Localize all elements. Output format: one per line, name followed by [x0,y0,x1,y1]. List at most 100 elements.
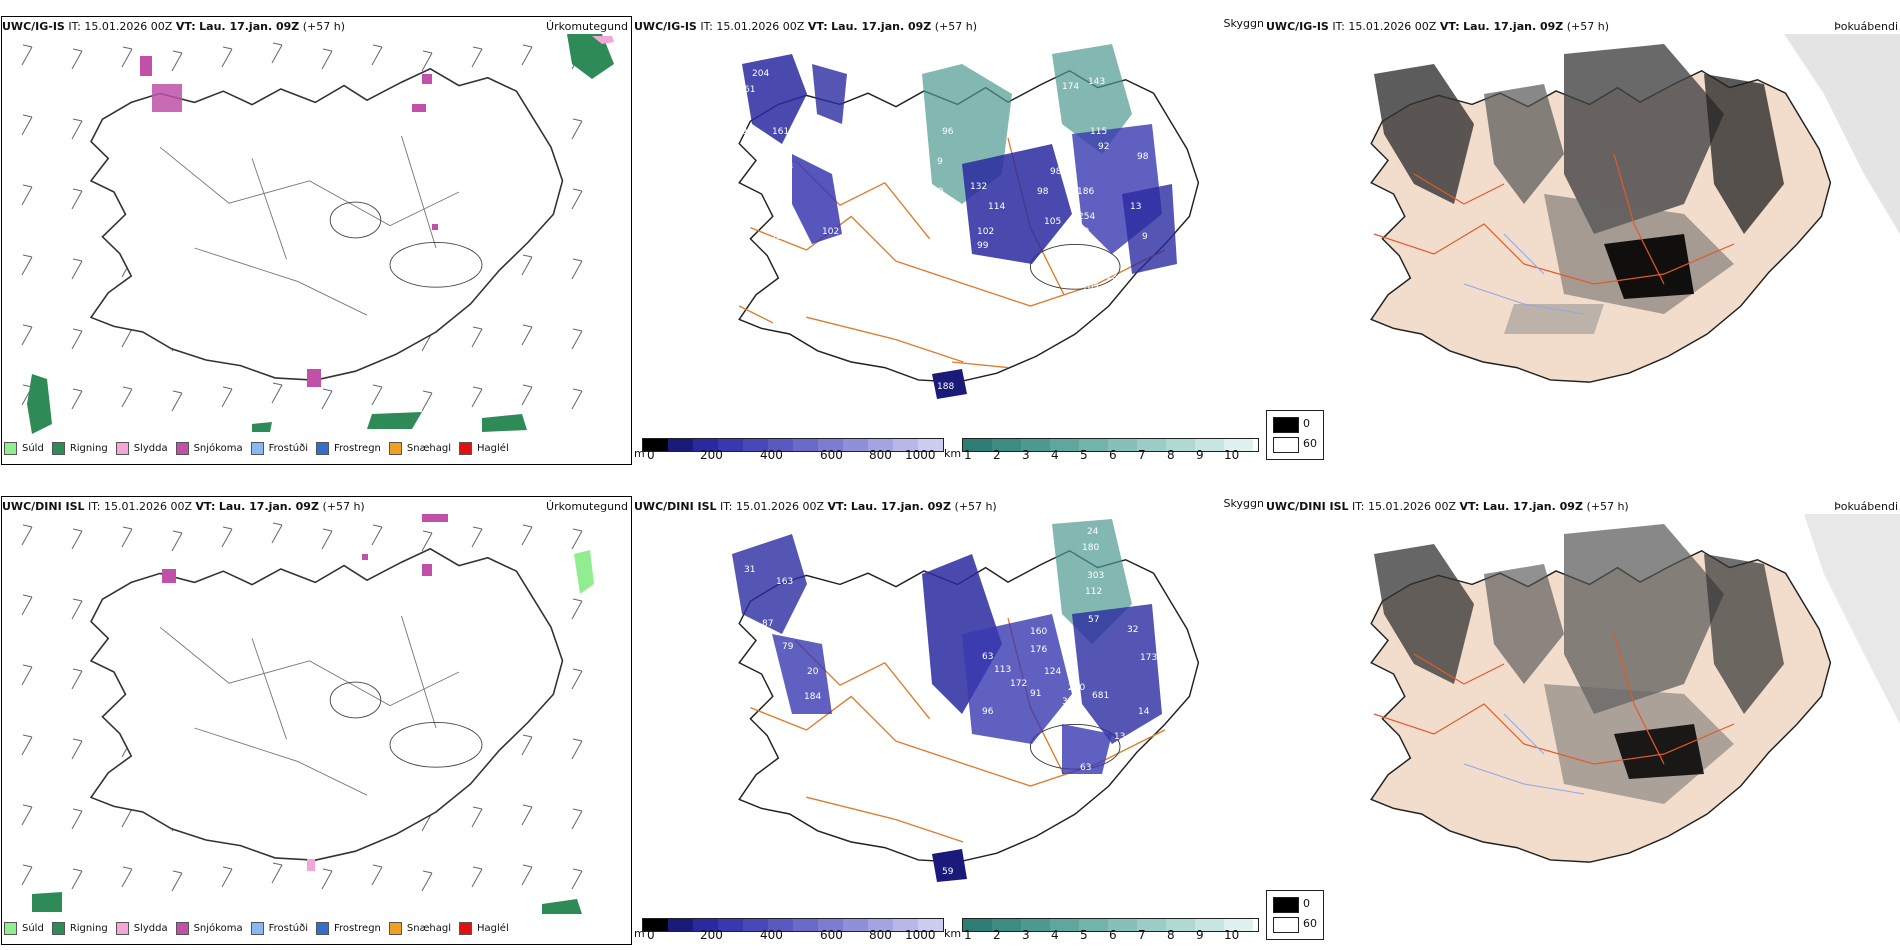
fog-legend-label: 0 [1303,417,1310,430]
colorbar-segment [793,439,818,451]
ceiling-value: 13 [1114,732,1125,742]
ceiling-value: 361 [1062,697,1079,707]
panel-title: UWC/IG-IS IT: 15.01.2026 00Z VT: Lau. 17… [1266,20,1610,33]
colorbar-segment [693,919,718,931]
legend-swatch [459,441,473,455]
colorbar-segment [992,439,1021,451]
colorbar-tick: 3 [1022,928,1030,942]
colorbar-segment [1137,439,1166,451]
legend-item-snjokoma: Snjókoma [175,921,243,935]
fog-legend-label: 60 [1303,437,1317,450]
colorbar-segment [1166,439,1195,451]
ceiling-value: 98 [1037,187,1049,197]
ceiling-visibility-panel: UWC/IG-IS IT: 15.01.2026 00Z VT: Lau. 17… [632,0,1264,470]
rain-patches [27,34,614,434]
colorbar-tick: 0 [647,448,655,462]
panel-type-label: Úrkomutegund [546,20,628,33]
colorbar-tick: 9 [1196,928,1204,942]
ceiling-value: 96 [942,127,954,137]
colorbar-tick: 7 [1138,928,1146,942]
ceiling-value: 160 [1030,627,1047,637]
legend-item-frostudi: Frostúði [250,921,308,935]
precip-type-panel: UWC/DINI ISL IT: 15.01.2026 00Z VT: Lau.… [0,480,632,950]
ceiling-value: 20 [807,667,819,677]
ceiling-value: 61 [744,85,755,95]
ceiling-value: 122 [1032,102,1049,112]
legend-item-snaehagl: Snæhagl [388,441,451,455]
colorbar-tick: 7 [1138,448,1146,462]
visibility-colorbar [962,918,1259,932]
colorbar-tick: 1000 [905,928,936,942]
colorbar-segment [1050,919,1079,931]
colorbar-tick: 6 [1109,448,1117,462]
legend-swatch [316,441,329,455]
ceiling-value: 13 [1106,272,1117,282]
ceiling-value: 103 [894,567,911,577]
forecast-row-dini-isl: UWC/DINI ISL IT: 15.01.2026 00Z VT: Lau.… [0,480,1900,950]
ceiling-value: 124 [1044,667,1061,677]
legend-swatch [175,921,189,935]
colorbar-tick: 1 [964,928,972,942]
ceiling-unit: m [634,447,645,460]
ceiling-labels: 31 163 20 87 79 20 184 103 63 113 96 172… [728,527,1157,877]
ceiling-value: 113 [994,665,1011,675]
precip-map [21,34,614,434]
panel-type-label: Þokuábendi [1834,20,1898,33]
ceiling-labels: 204 61 109 161 243 85 102 39 96 9 89 132… [730,69,1149,392]
colorbar-tick: 600 [820,928,843,942]
ceiling-colorbar [642,918,944,932]
colorbar-segment [643,439,668,451]
fog-legend-swatch [1273,917,1299,933]
colorbar-tick: 600 [820,448,843,462]
ceiling-map: 31 163 20 87 79 20 184 103 63 113 96 172… [728,519,1200,882]
ceiling-value: 63 [1080,763,1091,773]
ceiling-value: 96 [982,707,994,717]
ceiling-value: 98 [1050,167,1062,177]
legend-swatch [459,921,473,935]
fog-field [1374,44,1784,334]
colorbar-segment [768,439,793,451]
ceiling-value: 79 [782,642,794,652]
legend-item-rigning: Rigning [51,441,108,455]
colorbar-segment [818,439,843,451]
colorbar-tick: 10 [1224,928,1240,942]
colorbar-tick: 8 [1167,448,1175,462]
ceiling-value: 102 [977,227,994,237]
ceiling-value: 57 [1088,615,1099,625]
colorbar-segment [668,439,693,451]
precip-type-panel: UWC/IG-IS IT: 15.01.2026 00Z VT: Lau. 17… [0,0,632,470]
ceiling-value: 180 [1082,543,1099,553]
ceiling-value: 270 [1068,683,1085,693]
legend-swatch [250,921,264,935]
visibility-unit: km [944,447,962,460]
ceiling-value: 87 [762,619,773,629]
ceiling-value: 197 [1032,589,1049,599]
colorbar-segment [868,919,893,931]
legend-item-sudl: Súld [4,921,44,935]
colorbar-tick: 5 [1080,448,1088,462]
ceiling-value: 510 [1072,227,1089,237]
ceiling-value: 186 [1077,187,1094,197]
colorbar-tick: 400 [760,928,783,942]
colorbar-segment [893,439,918,451]
panel-title: UWC/DINI ISL IT: 15.01.2026 00Z VT: Lau.… [1266,500,1629,513]
legend-swatch [115,921,129,935]
fog-legend: 0 60 [1266,410,1324,460]
colorbar-segment [992,919,1021,931]
fog-legend-swatch [1273,437,1299,453]
ceiling-unit: m [634,927,645,940]
legend-swatch [51,441,65,455]
colorbar-segment [843,919,868,931]
fog-index-panel: UWC/DINI ISL IT: 15.01.2026 00Z VT: Lau.… [1264,480,1900,950]
legend-item-frostregn: Frostregn [316,441,381,455]
fog-map [1370,514,1900,863]
ceiling-value: 102 [822,227,839,237]
ceiling-value: 24 [1087,527,1099,537]
ceiling-colorbar [642,438,944,452]
legend-item-frostregn: Frostregn [316,921,381,935]
visibility-unit: km [944,927,962,940]
colorbar-segment [1224,919,1253,931]
colorbar-segment [1166,919,1195,931]
ceiling-value: 243 [776,162,793,172]
ceiling-visibility-panel: UWC/DINI ISL IT: 15.01.2026 00Z VT: Lau.… [632,480,1264,950]
